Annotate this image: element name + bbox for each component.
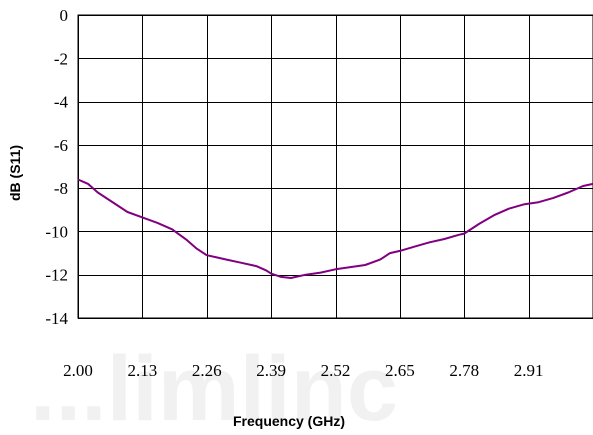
y-tick-label: -2 <box>54 49 68 68</box>
y-tick-label: -14 <box>45 309 68 328</box>
grid <box>78 15 593 319</box>
x-tick-label: 2.91 <box>514 361 544 380</box>
y-axis-ticks: 0 -2 -4 -6 -8 -10 -12 -14 <box>45 6 68 328</box>
y-tick-label: 0 <box>60 6 69 25</box>
y-tick-label: -4 <box>54 93 69 112</box>
y-tick-label: -8 <box>54 179 68 198</box>
watermark-text: ...limlinc <box>30 338 398 435</box>
x-tick-label: 2.78 <box>449 361 479 380</box>
x-tick-label: 2.52 <box>321 361 351 380</box>
x-axis-ticks: 2.00 2.13 2.26 2.39 2.52 2.65 2.78 2.91 <box>63 361 543 380</box>
x-tick-label: 2.26 <box>192 361 222 380</box>
s11-curve <box>77 178 593 279</box>
plot-area-frame <box>77 14 593 319</box>
x-tick-label: 2.00 <box>63 361 93 380</box>
x-axis-label: Frequency (GHz) <box>233 413 345 429</box>
y-tick-label: -6 <box>54 136 68 155</box>
y-tick-label: -12 <box>45 266 68 285</box>
x-tick-label: 2.13 <box>128 361 158 380</box>
x-tick-label: 2.65 <box>385 361 415 380</box>
x-tick-label: 2.39 <box>256 361 286 380</box>
y-axis-label: dB (S11) <box>7 145 23 201</box>
y-tick-label: -10 <box>45 222 68 241</box>
